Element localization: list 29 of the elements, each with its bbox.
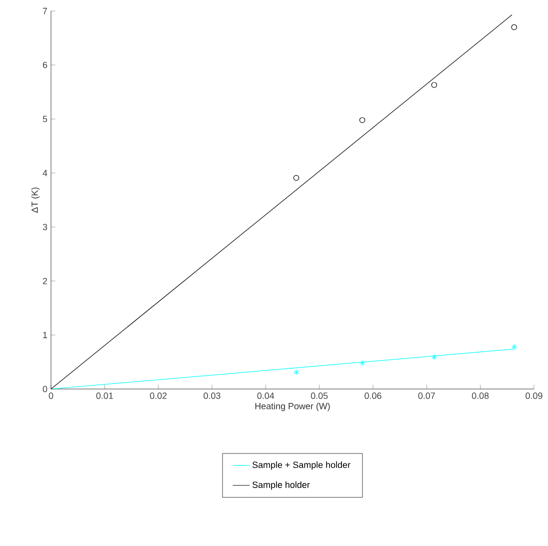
y-tick-label: 4	[42, 170, 48, 176]
x-tick-label: 0.09	[526, 392, 542, 399]
y-axis-title: ΔT (K)	[31, 188, 40, 213]
y-tick-label: 2	[42, 278, 48, 284]
x-tick-label: 0.07	[418, 392, 435, 399]
y-tick-label: 7	[42, 8, 48, 14]
x-tick-label: 0.02	[150, 392, 167, 399]
point	[360, 360, 365, 366]
legend-label: Sample holder	[252, 481, 310, 490]
x-tick-label: 0.01	[96, 392, 113, 399]
x-tick-label: 0	[48, 392, 54, 399]
y-tick-label: 0	[42, 386, 48, 392]
point	[294, 369, 299, 376]
y-tick-label: 1	[43, 332, 48, 338]
point	[432, 354, 437, 360]
point	[359, 117, 366, 123]
legend-label: Sample + Sample holder	[252, 461, 350, 470]
y-tick-label: 6	[42, 62, 48, 68]
x-axis-title: Heating Power (W)	[255, 402, 330, 412]
x-tick-label: 0.05	[310, 392, 328, 399]
x-tick-label: 0.08	[472, 392, 489, 399]
y-tick-label: 5	[42, 116, 48, 122]
x-tick-label: 0.04	[257, 392, 274, 399]
x-tick-label: 0.06	[364, 392, 382, 399]
point	[431, 82, 438, 88]
point	[293, 174, 300, 181]
point	[511, 24, 518, 30]
y-tick-label: 3	[42, 224, 48, 230]
x-tick-label: 0.03	[204, 392, 220, 399]
